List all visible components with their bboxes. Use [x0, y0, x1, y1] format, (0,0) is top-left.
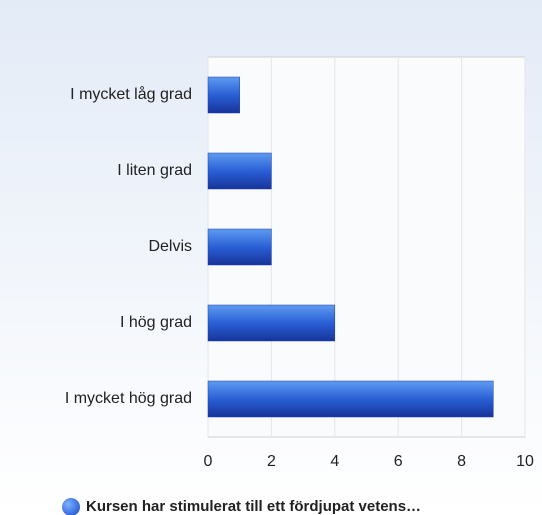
x-tick-label: 4: [330, 453, 339, 470]
x-tick-label: 0: [204, 453, 213, 470]
legend-marker: [62, 498, 80, 515]
x-tick-label: 10: [516, 453, 534, 470]
y-tick-label: I liten grad: [117, 162, 192, 179]
bar: [207, 228, 272, 266]
bar: [207, 152, 272, 190]
legend-label: Kursen har stimulerat till ett fördjupat…: [86, 498, 421, 515]
y-tick-label: Delvis: [148, 238, 192, 255]
y-tick-label: I hög grad: [120, 314, 192, 331]
x-tick-label: 6: [394, 453, 403, 470]
y-tick-label: I mycket hög grad: [65, 390, 192, 407]
y-tick-label: I mycket låg grad: [70, 85, 192, 103]
bar: [207, 380, 494, 418]
bar: [207, 76, 240, 114]
x-tick-label: 2: [267, 453, 276, 470]
bar: [207, 304, 336, 342]
x-tick-label: 8: [457, 453, 466, 470]
